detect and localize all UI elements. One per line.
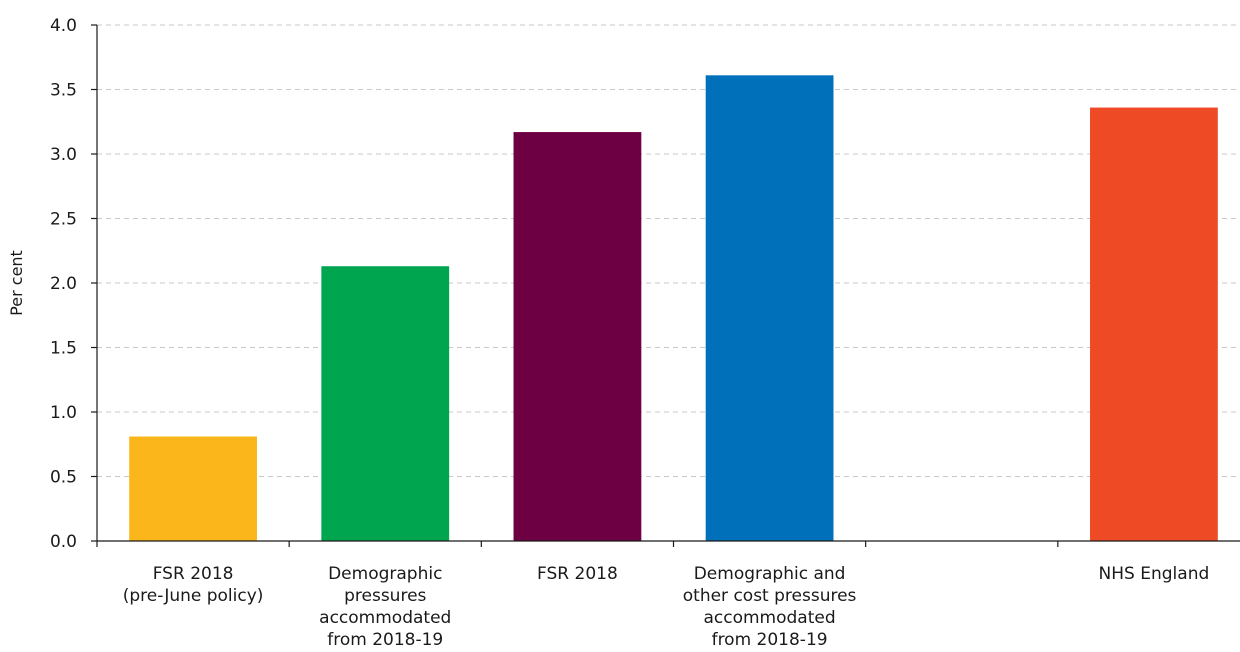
bars bbox=[129, 75, 1218, 541]
bar bbox=[513, 132, 642, 541]
y-tick-label: 0.0 bbox=[50, 532, 77, 552]
y-axis-title: Per cent bbox=[7, 250, 26, 316]
gridlines bbox=[97, 24, 1240, 477]
y-tick-label: 1.5 bbox=[50, 339, 77, 359]
y-tick-label: 3.5 bbox=[50, 81, 77, 101]
x-category-label: Demographic and other cost pressures accom… bbox=[683, 564, 857, 650]
y-tick-label: 1.0 bbox=[50, 403, 77, 423]
y-tick-label: 2.0 bbox=[50, 274, 77, 294]
bar bbox=[1090, 107, 1218, 541]
y-tick-label: 4.0 bbox=[50, 16, 77, 36]
x-category-label: NHS England bbox=[1099, 564, 1210, 584]
x-category-label: FSR 2018 (pre-June policy) bbox=[123, 564, 264, 606]
y-tick-label: 2.5 bbox=[50, 210, 77, 230]
y-tick-labels: 0.0 0.5 1.0 1.5 2.0 2.5 3.0 3.5 4.0 bbox=[50, 16, 77, 552]
x-category-label: FSR 2018 bbox=[537, 564, 618, 584]
axes bbox=[91, 24, 1240, 547]
x-category-label: Demographic pressures accommodated from 201… bbox=[319, 564, 451, 650]
y-tick-label: 3.0 bbox=[50, 145, 77, 165]
bar bbox=[705, 75, 834, 541]
x-category-labels: FSR 2018 (pre-June policy) Demographic pres… bbox=[123, 564, 1210, 650]
bar bbox=[321, 266, 450, 541]
y-tick-label: 0.5 bbox=[50, 468, 77, 488]
bar bbox=[129, 436, 257, 541]
